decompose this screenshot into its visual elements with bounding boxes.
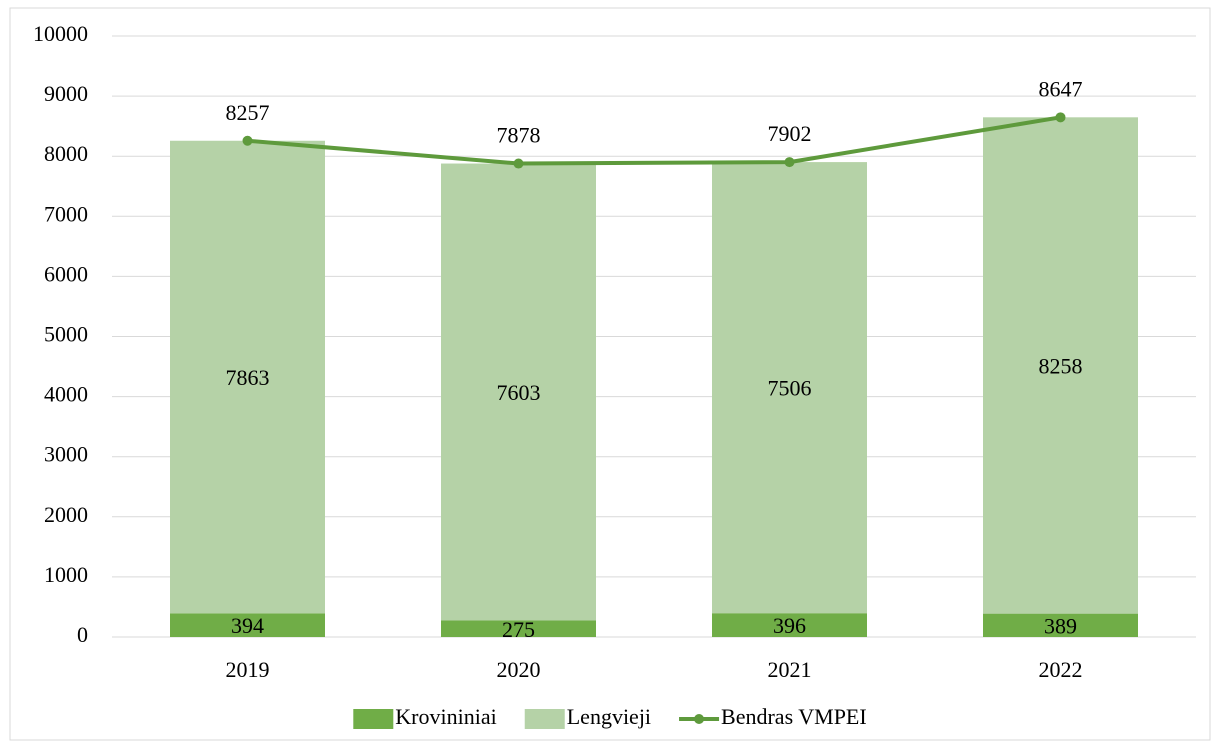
data-label: 7506 xyxy=(768,376,812,401)
data-label: 396 xyxy=(773,613,806,638)
data-label: 389 xyxy=(1044,613,1077,638)
x-tick-label: 2021 xyxy=(768,657,812,682)
data-label: 7902 xyxy=(768,121,812,146)
bar xyxy=(170,613,325,637)
bar xyxy=(712,613,867,637)
line xyxy=(247,115,1061,166)
y-tick-label: 8000 xyxy=(44,141,88,166)
data-label: 7863 xyxy=(226,365,270,390)
x-tick-label: 2022 xyxy=(1039,657,1083,682)
legend-label: Bendras VMPEI xyxy=(721,704,867,729)
legend-swatch xyxy=(524,709,565,729)
bar xyxy=(983,613,1138,637)
data-label: 7878 xyxy=(497,123,541,148)
x-tick-label: 2019 xyxy=(226,657,270,682)
legend-swatch xyxy=(353,709,394,729)
data-label: 7603 xyxy=(497,380,541,405)
y-tick-label: 3000 xyxy=(44,442,88,467)
x-tick-label: 2020 xyxy=(497,657,541,682)
bar xyxy=(712,162,867,614)
bar xyxy=(170,140,325,614)
y-tick-label: 1000 xyxy=(44,562,88,587)
legend-swatch xyxy=(694,714,705,724)
data-label: 275 xyxy=(502,617,535,642)
y-tick-label: 0 xyxy=(77,622,88,647)
y-tick-label: 9000 xyxy=(44,81,88,106)
bar xyxy=(441,620,596,637)
y-tick-label: 4000 xyxy=(44,382,88,407)
data-label: 8258 xyxy=(1039,354,1083,379)
line-marker xyxy=(242,135,253,146)
data-label: 8257 xyxy=(226,100,270,125)
y-tick-label: 7000 xyxy=(44,201,88,226)
data-label: 394 xyxy=(231,613,264,638)
y-tick-label: 5000 xyxy=(44,322,88,347)
y-tick-label: 2000 xyxy=(44,502,88,527)
y-tick-label: 10000 xyxy=(33,21,88,46)
bar xyxy=(983,117,1138,614)
legend-label: Krovininiai xyxy=(395,704,496,729)
bar xyxy=(441,163,596,621)
data-label: 8647 xyxy=(1039,76,1083,101)
line-marker xyxy=(784,157,795,168)
line-marker xyxy=(1055,112,1066,123)
y-tick-label: 6000 xyxy=(44,261,88,286)
line-marker xyxy=(513,158,524,169)
legend-label: Lengvieji xyxy=(567,704,651,729)
